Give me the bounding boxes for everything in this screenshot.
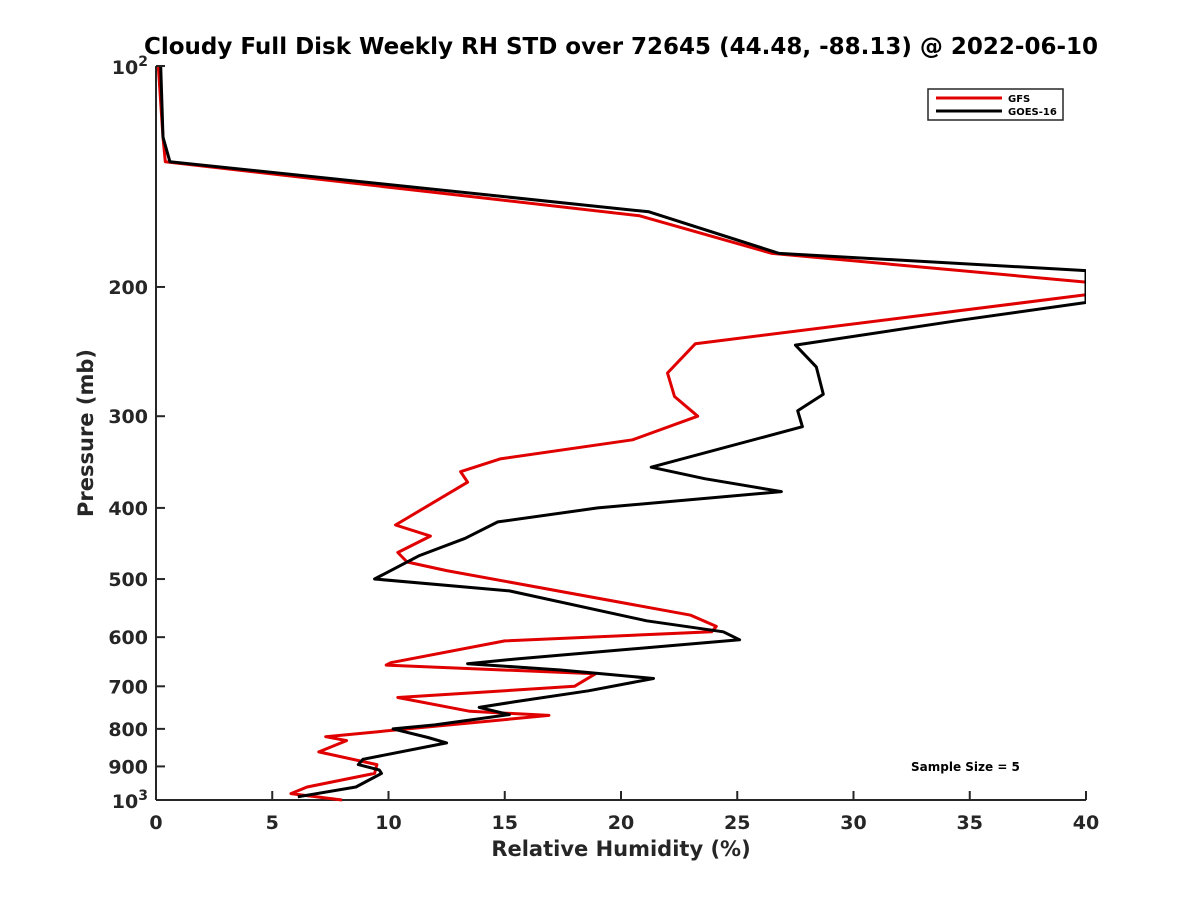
plot-area (155, 65, 1086, 802)
x-tick-label: 15 (492, 812, 518, 834)
series-line-gfs (156, 65, 1086, 802)
x-tick-label: 30 (840, 812, 866, 834)
y-tick-label: 102 (112, 54, 148, 79)
x-tick-label: 25 (724, 812, 750, 834)
x-tick-label: 10 (375, 812, 401, 834)
x-axis: 0 5 10 15 20 25 30 35 40 (149, 791, 1099, 834)
x-tick-label: 0 (149, 812, 162, 834)
y-tick-label: 900 (108, 756, 148, 778)
legend-box (927, 88, 1064, 121)
y-tick-label: 500 (108, 569, 148, 591)
legend-label: GFS (1008, 94, 1030, 105)
y-tick-label: 600 (108, 627, 148, 649)
y-tick-label: 200 (108, 277, 148, 299)
legend: GFS GOES-16 (927, 88, 1064, 121)
y-tick-label: 103 (112, 788, 148, 813)
x-axis-label: Relative Humidity (%) (491, 837, 750, 861)
y-tick-label: 800 (108, 719, 148, 741)
series-line-goes-16 (159, 65, 1086, 799)
legend-label: GOES-16 (1008, 107, 1057, 118)
y-tick-label: 700 (108, 676, 148, 698)
x-tick-label: 5 (266, 812, 279, 834)
y-tick-label: 400 (108, 498, 148, 520)
x-tick-label: 35 (957, 812, 983, 834)
y-tick-label: 300 (108, 406, 148, 428)
x-tick-label: 40 (1073, 812, 1099, 834)
sample-size-annotation: Sample Size = 5 (911, 760, 1020, 774)
y-axis: 102 200 300 400 500 600 700 800 900 103 (108, 54, 165, 813)
y-axis-label: Pressure (mb) (74, 349, 98, 517)
chart-title: Cloudy Full Disk Weekly RH STD over 7264… (144, 34, 1098, 60)
x-tick-label: 20 (608, 812, 634, 834)
